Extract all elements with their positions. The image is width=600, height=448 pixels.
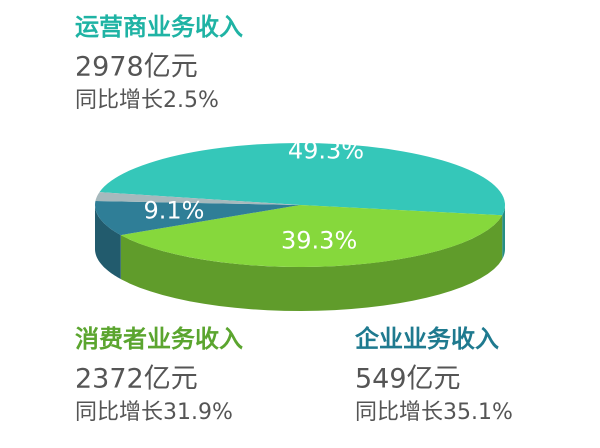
revenue-label: 2978亿元 [75,52,198,83]
growth-label: 同比增长31.9% [75,400,233,425]
slice [120,205,503,267]
value-label: 9.1% [143,196,204,224]
category-label: 消费者业务收入 [75,325,243,353]
value-label: 39.3% [281,226,357,254]
revenue-label: 2372亿元 [75,364,198,395]
slice [95,192,300,205]
slice-side [120,215,503,311]
value-label: 49.3% [288,136,364,164]
slice-side [95,205,121,280]
category-label: 企业业务收入 [355,325,499,353]
slice-side [502,205,505,260]
category-label: 运营商业务收入 [75,13,243,41]
growth-label: 同比增长2.5% [75,88,219,113]
slice [99,142,506,216]
slice [95,200,300,236]
revenue-label: 549亿元 [355,364,461,395]
growth-label: 同比增长35.1% [355,400,513,425]
